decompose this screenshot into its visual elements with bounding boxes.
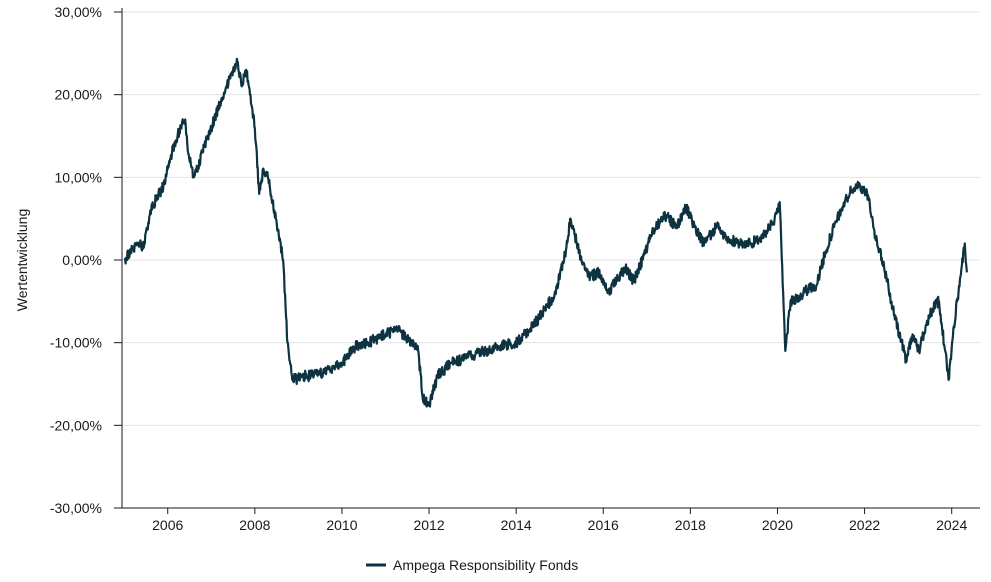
x-tick-label: 2020 bbox=[762, 517, 793, 533]
legend: Ampega Responsibility Fonds bbox=[366, 557, 578, 573]
axes: -30,00% -20,00% -10,00% 0,00% 10,00% 20,00% 30… bbox=[50, 4, 980, 533]
legend-label: Ampega Responsibility Fonds bbox=[393, 557, 578, 573]
y-tick-label: 30,00% bbox=[55, 4, 102, 20]
gridlines bbox=[122, 11, 980, 509]
x-tick-label: 2012 bbox=[413, 517, 444, 533]
y-tick-label: 0,00% bbox=[62, 252, 102, 268]
y-tick-label: -10,00% bbox=[50, 335, 102, 351]
x-tick-label: 2016 bbox=[588, 517, 619, 533]
x-tick-label: 2014 bbox=[501, 517, 532, 533]
series-lines bbox=[123, 57, 968, 408]
y-tick-label: -20,00% bbox=[50, 417, 102, 433]
x-tick-label: 2024 bbox=[936, 517, 967, 533]
y-tick-label: -30,00% bbox=[50, 500, 102, 516]
y-tick-label: 20,00% bbox=[55, 87, 102, 103]
x-tick-label: 2010 bbox=[326, 517, 357, 533]
x-tick-label: 2008 bbox=[239, 517, 270, 533]
x-tick-label: 2022 bbox=[849, 517, 880, 533]
x-tick-label: 2018 bbox=[675, 517, 706, 533]
x-tick-label: 2006 bbox=[152, 517, 183, 533]
y-axis-title: Wertentwicklung bbox=[14, 209, 30, 311]
y-tick-label: 10,00% bbox=[55, 169, 102, 185]
series-line-0 bbox=[123, 57, 968, 408]
